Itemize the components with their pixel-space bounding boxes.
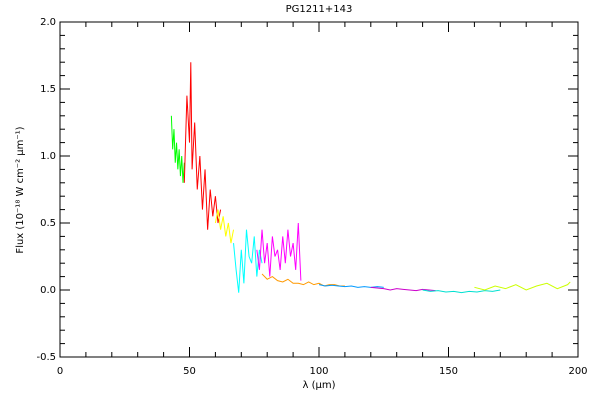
chart-title: PG1211+143 — [286, 4, 353, 15]
spectrum-line — [474, 281, 571, 291]
spectrum-line — [214, 209, 235, 244]
spectrum-line — [183, 62, 222, 230]
spectrum-line — [370, 286, 436, 292]
spectrum-line — [170, 115, 185, 183]
spectrum-line — [233, 229, 263, 293]
x-tick-label: 100 — [309, 366, 328, 377]
y-axis-label: Flux (10⁻¹⁸ W cm⁻² μm⁻¹) — [15, 126, 26, 253]
x-axis-label: λ (μm) — [302, 380, 335, 391]
spectrum-line — [256, 222, 302, 281]
plot-frame — [59, 21, 579, 358]
spectrum-line — [261, 273, 345, 287]
y-tick-label: 0.5 — [40, 218, 56, 229]
spectrum-line — [422, 289, 501, 294]
x-tick-label: 0 — [57, 366, 63, 377]
x-tick-label: 50 — [183, 366, 196, 377]
y-tick-label: 0.0 — [40, 285, 56, 296]
y-tick-label: 1.0 — [40, 151, 56, 162]
x-tick-label: 150 — [439, 366, 458, 377]
y-tick-label: 2.0 — [40, 17, 56, 28]
y-tick-label: 1.5 — [40, 84, 56, 95]
x-tick-label: 200 — [568, 366, 587, 377]
y-tick-label: -0.5 — [36, 352, 56, 363]
